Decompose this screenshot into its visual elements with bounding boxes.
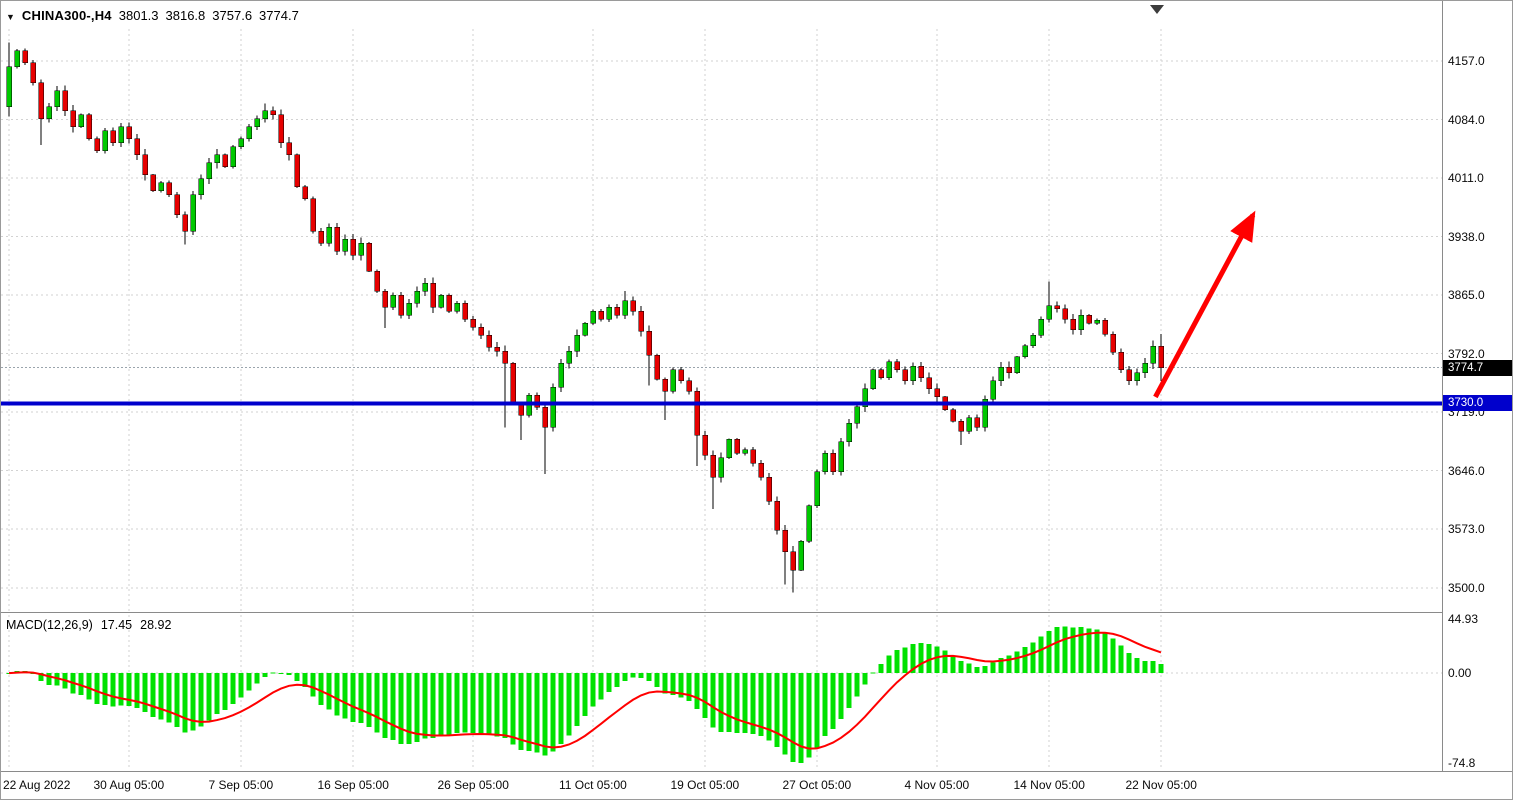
current-price-badge: 3774.7 bbox=[1443, 359, 1512, 376]
grid-lines bbox=[1, 29, 1444, 769]
time-axis-label: 19 Oct 05:00 bbox=[670, 778, 740, 792]
time-axis-label: 30 Aug 05:00 bbox=[93, 778, 165, 792]
macd-axis-min-label: -74.8 bbox=[1448, 755, 1476, 770]
time-axis-label: 4 Nov 05:00 bbox=[904, 778, 970, 792]
support-price-badge: 3730.0 bbox=[1443, 395, 1512, 412]
price-tick-label: 4011.0 bbox=[1448, 171, 1484, 186]
price-axis[interactable]: 3774.7 3730.0 44.93 0.00 -74.8 4157.0 408… bbox=[1442, 1, 1512, 771]
time-axis-label: 27 Oct 05:00 bbox=[782, 778, 852, 792]
time-axis-label: 16 Sep 05:00 bbox=[317, 778, 389, 792]
price-chart-canvas[interactable] bbox=[1, 1, 1444, 771]
time-axis-label: 7 Sep 05:00 bbox=[208, 778, 274, 792]
candles bbox=[6, 42, 1164, 593]
ohlc-high-value: 3816.8 bbox=[165, 8, 206, 23]
macd-indicator-label: MACD(12,26,9) 17.45 28.92 bbox=[6, 618, 171, 632]
time-axis[interactable]: 22 Aug 2022 30 Aug 05:00 7 Sep 05:00 16 Sep… bbox=[1, 771, 1512, 799]
symbol-dropdown-icon[interactable]: ▼ bbox=[6, 11, 15, 22]
macd-signal-value: 28.92 bbox=[140, 618, 172, 632]
price-tick-label: 3938.0 bbox=[1448, 229, 1485, 244]
macd-main-value: 17.45 bbox=[100, 618, 133, 632]
price-tick-label: 3646.0 bbox=[1448, 463, 1485, 478]
pane-divider[interactable] bbox=[1, 612, 1512, 613]
price-tick-label: 3500.0 bbox=[1448, 580, 1485, 595]
macd-histogram bbox=[6, 626, 1164, 763]
time-axis-label: 22 Nov 05:00 bbox=[1125, 778, 1197, 792]
chart-shift-marker[interactable] bbox=[1150, 5, 1164, 14]
ohlc-close-value: 3774.7 bbox=[259, 8, 299, 23]
time-axis-label: 26 Sep 05:00 bbox=[437, 778, 509, 792]
time-axis-label: 14 Nov 05:00 bbox=[1013, 778, 1085, 792]
price-tick-label: 4157.0 bbox=[1448, 54, 1485, 69]
macd-name-label: MACD(12,26,9) bbox=[6, 618, 93, 632]
symbol-header: ▼ CHINA300-,H4 3801.3 3816.8 3757.6 3774… bbox=[6, 8, 299, 23]
time-axis-label: 22 Aug 2022 bbox=[3, 778, 71, 792]
macd-axis-max-label: 44.93 bbox=[1448, 612, 1479, 627]
macd-signal-line bbox=[8, 631, 1162, 750]
price-tick-label: 4084.0 bbox=[1448, 112, 1485, 127]
price-tick-label: 3865.0 bbox=[1448, 288, 1485, 303]
macd-axis-zero-label: 0.00 bbox=[1448, 666, 1472, 681]
trend-arrow[interactable] bbox=[1153, 210, 1256, 399]
symbol-timeframe-label: CHINA300-,H4 bbox=[21, 8, 112, 23]
ohlc-open-value: 3801.3 bbox=[118, 8, 159, 23]
price-tick-label: 3792.0 bbox=[1448, 346, 1485, 361]
ohlc-low-value: 3757.6 bbox=[212, 8, 253, 23]
time-axis-label: 11 Oct 05:00 bbox=[559, 778, 627, 792]
price-tick-label: 3573.0 bbox=[1448, 522, 1485, 537]
